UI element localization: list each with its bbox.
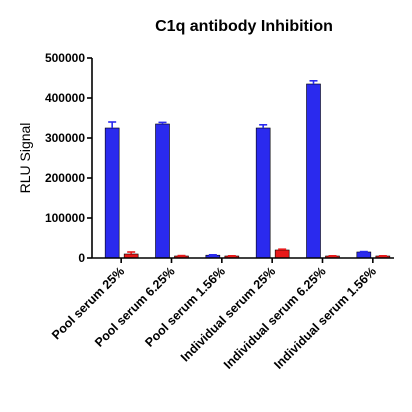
y-ticks: 0 100000 200000 300000 400000 500000 [45,51,92,265]
bar-1-4 [255,127,271,259]
y-tick-label: 0 [78,251,85,265]
bar-1-1 [104,127,120,259]
x-tick-label: Individual serum 6.25% [221,264,329,372]
x-tick-label: Individual serum 1.56% [271,264,379,372]
y-tick-label: 400000 [45,91,85,105]
y-tick-label: 100000 [45,211,85,225]
x-ticks: Pool serum 25%Pool serum 6.25%Pool serum… [49,258,379,372]
y-tick-label: 500000 [45,51,85,65]
bar-1-6 [356,251,372,259]
bar-1-2 [155,123,170,259]
bar-2-4 [274,249,290,259]
y-tick-label: 300000 [45,131,85,145]
bar-1-5 [306,83,321,259]
y-axis-label: RLU Signal [17,123,33,194]
chart-title: C1q antibody Inhibition [155,18,333,35]
x-tick-label: Individual serum 25% [178,264,278,364]
plot-area [104,80,391,259]
y-tick-label: 200000 [45,171,85,185]
